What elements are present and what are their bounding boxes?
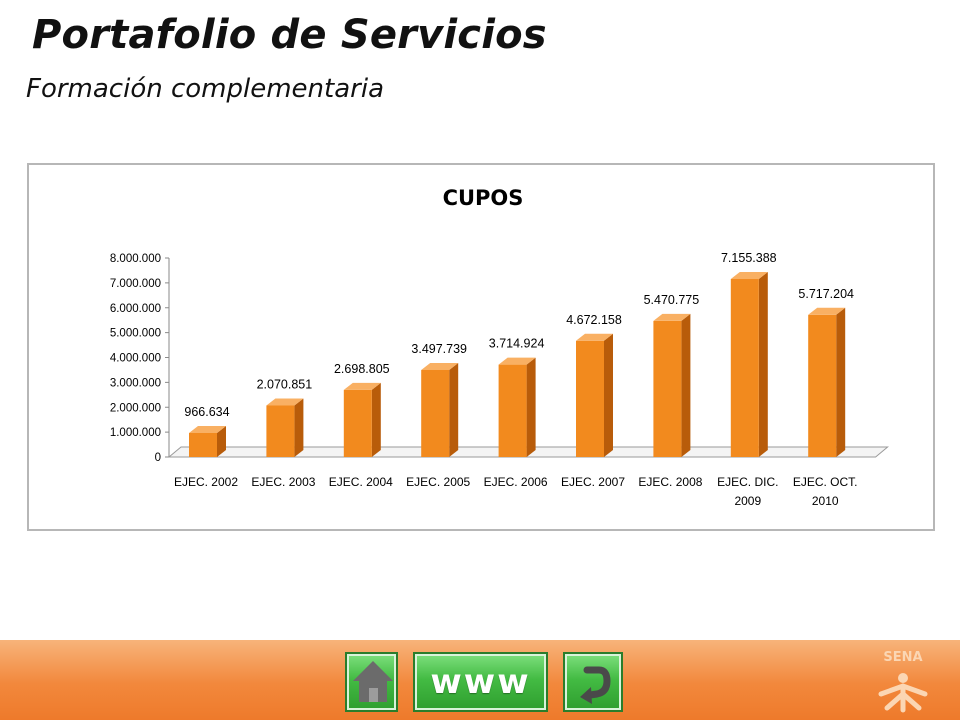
return-arrow-icon	[580, 666, 611, 704]
y-tick-label: 7.000.000	[110, 278, 161, 290]
bar-side	[604, 333, 613, 457]
x-tick-label: EJEC. 2004	[329, 475, 393, 489]
bar-side	[449, 362, 459, 457]
sena-logo-icon	[878, 673, 928, 713]
data-label: 966.634	[184, 405, 229, 419]
x-tick-label: EJEC. 2006	[484, 475, 548, 489]
data-label: 5.717.204	[798, 287, 854, 301]
bar	[343, 389, 372, 457]
data-label: 4.672.158	[566, 313, 622, 327]
sena-logo: SENA	[873, 650, 933, 714]
bar-top	[189, 425, 226, 433]
bar-top	[653, 313, 691, 321]
y-tick-label: 4.000.000	[110, 353, 161, 365]
x-tick-label: EJEC. 2007	[561, 475, 625, 489]
home-icon	[353, 661, 393, 702]
bar-side	[681, 313, 691, 457]
bar-top	[343, 382, 381, 390]
chart-container: CUPOS 0 1.000.000 2.000.000 3.000.000 4.000.0…	[27, 163, 935, 531]
bar-top	[808, 307, 846, 315]
bar-side	[217, 425, 226, 457]
data-label: 5.470.775	[644, 293, 700, 307]
data-label: 2.698.805	[334, 362, 390, 376]
data-label: 3.714.924	[489, 337, 545, 351]
bar	[498, 364, 527, 457]
x-tick-label: EJEC. 2005	[406, 475, 470, 489]
data-label: 7.155.388	[721, 251, 777, 265]
x-tick-label: EJEC. 2008	[638, 475, 702, 489]
data-label: 2.070.851	[257, 377, 313, 391]
y-tick-label: 6.000.000	[110, 303, 161, 315]
bar-top	[498, 357, 536, 365]
www-button[interactable]: www	[413, 652, 548, 712]
bar-side	[836, 307, 846, 457]
slide-subtitle: Formación complementaria	[26, 74, 385, 104]
bar-side	[371, 382, 381, 457]
slide-title: Portafolio de Servicios	[32, 12, 547, 58]
data-label: 3.497.739	[411, 342, 467, 356]
bar	[266, 405, 295, 457]
bar-side	[758, 272, 768, 457]
y-tick-label: 1.000.000	[110, 427, 161, 439]
bar	[808, 314, 837, 457]
x-tick-label: EJEC. 2002	[174, 475, 238, 489]
bar-top	[576, 333, 613, 341]
y-tick-label: 0	[155, 452, 161, 464]
y-tick-label: 8.000.000	[110, 253, 161, 265]
y-tick-label: 2.000.000	[110, 402, 161, 414]
x-tick-label: EJEC. OCT. 2010	[793, 475, 858, 508]
home-button[interactable]	[345, 652, 398, 712]
bar-side	[526, 357, 536, 457]
chart-title: CUPOS	[443, 186, 524, 210]
y-tick-label: 5.000.000	[110, 328, 161, 340]
sena-logo-text: SENA	[883, 650, 923, 665]
bar	[730, 279, 759, 457]
bar-top	[421, 362, 459, 370]
bar-side	[294, 398, 304, 457]
bar	[576, 340, 604, 457]
www-label: www	[430, 662, 531, 702]
x-tick-label: EJEC. 2003	[251, 475, 315, 489]
bar	[653, 320, 682, 457]
bar	[421, 369, 450, 457]
bar-top	[266, 398, 304, 406]
bar-top	[730, 272, 768, 280]
y-tick-label: 3.000.000	[110, 377, 161, 389]
x-tick-label: EJEC. DIC. 2009	[717, 475, 778, 508]
bar	[189, 432, 217, 457]
cupos-bar-chart: CUPOS 0 1.000.000 2.000.000 3.000.000 4.000.0…	[110, 186, 889, 508]
return-button[interactable]	[563, 652, 623, 712]
